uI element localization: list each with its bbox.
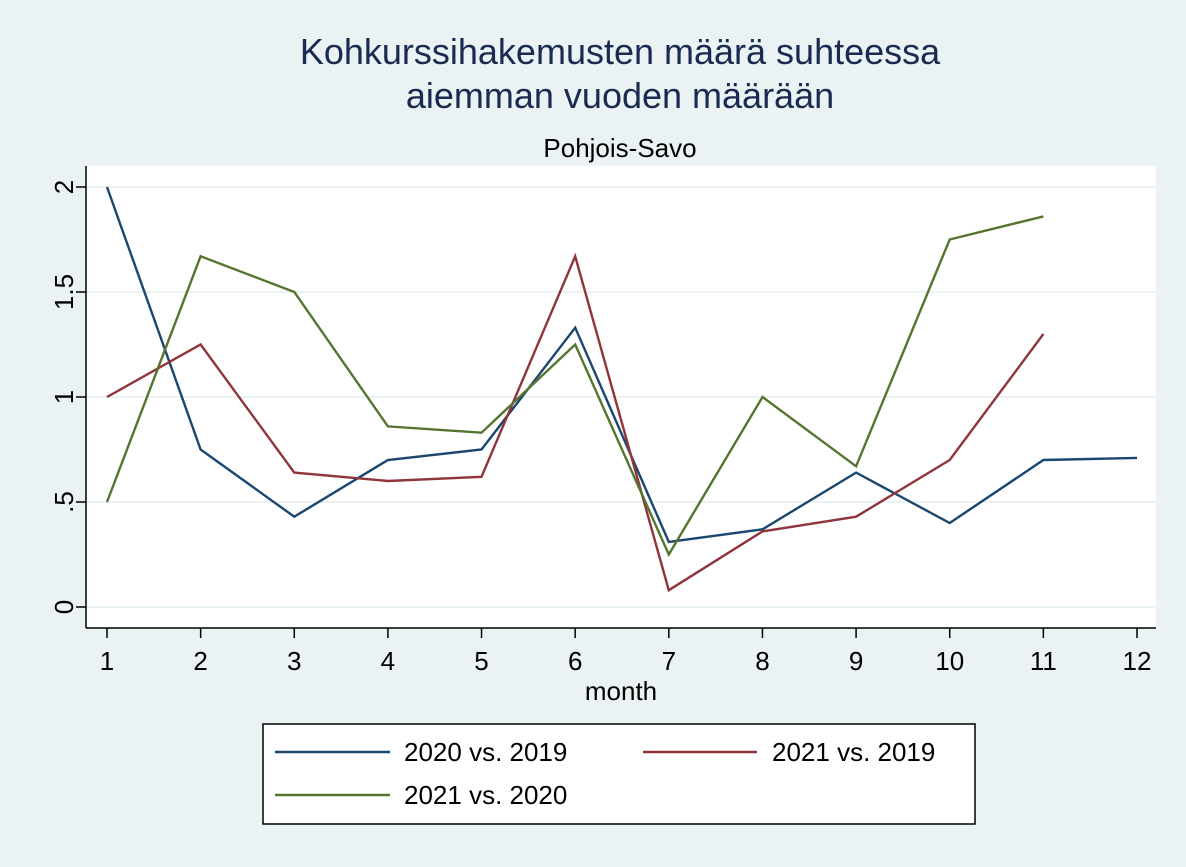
series-layer — [105, 186, 1138, 593]
x-tick-label: 6 — [568, 646, 582, 676]
x-tick-label: 4 — [381, 646, 395, 676]
x-tick-label: 9 — [849, 646, 863, 676]
y-tick-label: 1 — [49, 390, 79, 404]
legend-box — [262, 723, 976, 825]
series-line-2 — [106, 252, 1045, 593]
y-tick-label: 2 — [49, 180, 79, 194]
x-tick-label: 1 — [100, 646, 114, 676]
x-tick-label: 5 — [474, 646, 488, 676]
x-tick-label: 7 — [662, 646, 676, 676]
x-tick-label: 3 — [287, 646, 301, 676]
chart-title-line-1: Kohkurssihakemusten määrä suhteessa — [300, 31, 941, 72]
y-tick-label: .5 — [49, 491, 79, 513]
x-tick-label: 12 — [1123, 646, 1152, 676]
y-axis-ticks: 0 .5 1 1.5 2 — [49, 180, 86, 614]
chart-title-line-2: aiemman vuoden määrään — [406, 75, 834, 116]
series-line-3 — [105, 215, 1044, 558]
x-axis-label: month — [585, 676, 657, 706]
chart-subtitle: Pohjois-Savo — [543, 133, 696, 163]
x-tick-label: 8 — [755, 646, 769, 676]
x-tick-label: 2 — [193, 646, 207, 676]
x-tick-label: 11 — [1030, 646, 1057, 676]
x-tick-label: 10 — [935, 646, 964, 676]
legend-label-2: 2021 vs. 2019 — [772, 737, 935, 767]
y-tick-label: 0 — [49, 600, 79, 614]
legend-label-3: 2021 vs. 2020 — [404, 780, 567, 810]
grid-layer — [87, 186, 1155, 608]
legend-label-1: 2020 vs. 2019 — [404, 737, 567, 767]
y-tick-label: 1.5 — [49, 274, 79, 310]
legend: 2020 vs. 2019 2021 vs. 2019 2021 vs. 2020 — [275, 737, 935, 810]
series-line-1 — [105, 186, 1138, 544]
x-axis-ticks: 1 2 3 4 5 6 7 8 9 10 11 12 — [100, 628, 1152, 676]
